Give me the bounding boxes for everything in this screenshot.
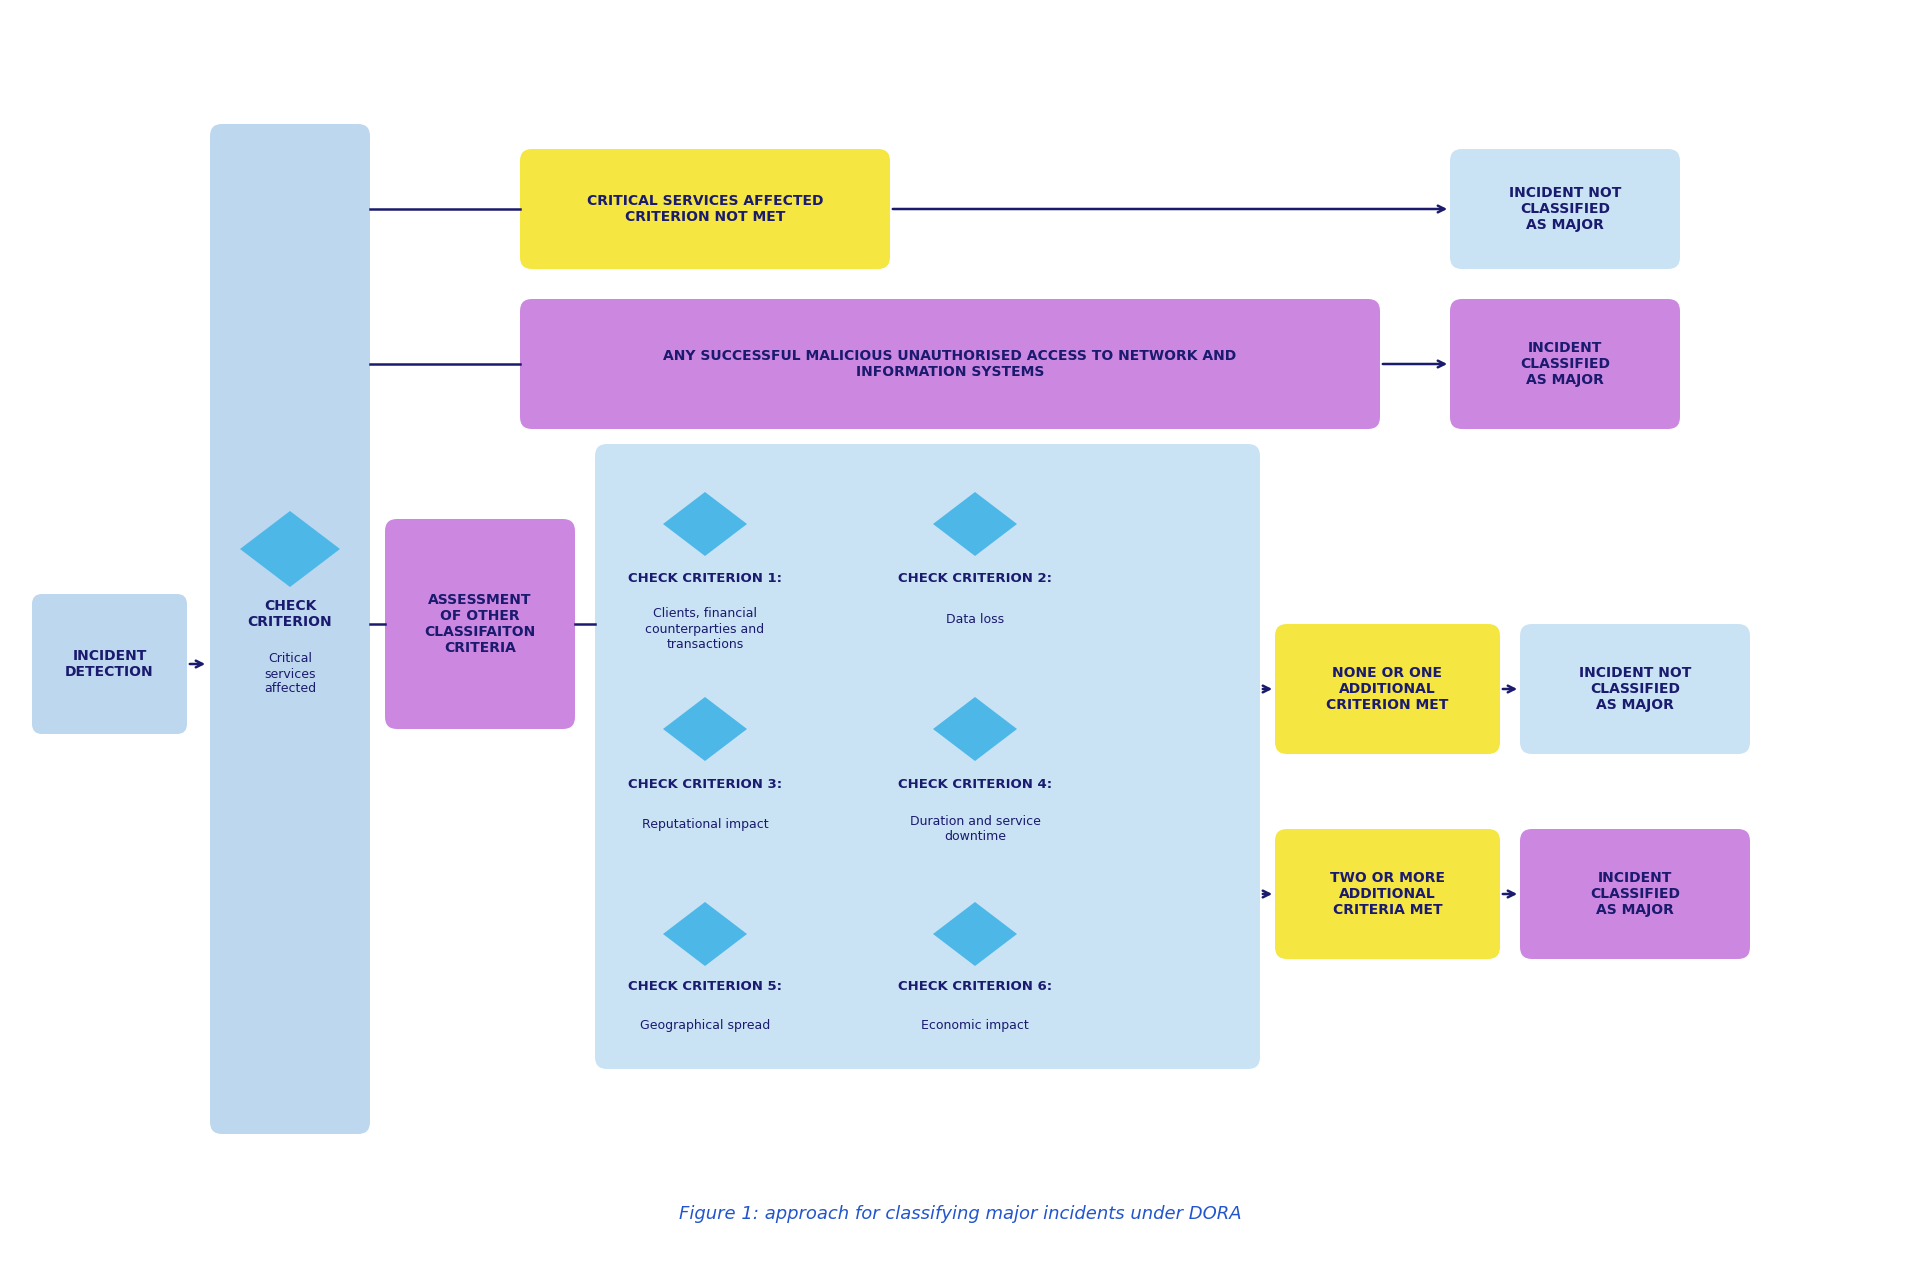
- Text: Figure 1: approach for classifying major incidents under DORA: Figure 1: approach for classifying major…: [678, 1205, 1242, 1224]
- FancyBboxPatch shape: [1521, 829, 1749, 959]
- Text: ASSESSMENT
OF OTHER
CLASSIFAITON
CRITERIA: ASSESSMENT OF OTHER CLASSIFAITON CRITERI…: [424, 593, 536, 655]
- Text: Reputational impact: Reputational impact: [641, 818, 768, 830]
- Polygon shape: [933, 902, 1018, 966]
- Text: TWO OR MORE
ADDITIONAL
CRITERIA MET: TWO OR MORE ADDITIONAL CRITERIA MET: [1331, 871, 1446, 918]
- Text: INCIDENT
DETECTION: INCIDENT DETECTION: [65, 648, 154, 679]
- Text: Economic impact: Economic impact: [922, 1020, 1029, 1033]
- Polygon shape: [662, 492, 747, 556]
- Polygon shape: [662, 902, 747, 966]
- Text: CHECK CRITERION 4:: CHECK CRITERION 4:: [899, 777, 1052, 790]
- Text: CRITICAL SERVICES AFFECTED
CRITERION NOT MET: CRITICAL SERVICES AFFECTED CRITERION NOT…: [588, 193, 824, 224]
- FancyBboxPatch shape: [1450, 149, 1680, 269]
- Polygon shape: [933, 492, 1018, 556]
- FancyBboxPatch shape: [209, 124, 371, 1134]
- Text: CHECK CRITERION 2:: CHECK CRITERION 2:: [899, 573, 1052, 585]
- FancyBboxPatch shape: [1521, 624, 1749, 755]
- Text: ANY SUCCESSFUL MALICIOUS UNAUTHORISED ACCESS TO NETWORK AND
INFORMATION SYSTEMS: ANY SUCCESSFUL MALICIOUS UNAUTHORISED AC…: [664, 349, 1236, 379]
- Text: CHECK CRITERION 3:: CHECK CRITERION 3:: [628, 777, 781, 790]
- Text: Critical
services
affected: Critical services affected: [263, 652, 317, 695]
- Text: INCIDENT
CLASSIFIED
AS MAJOR: INCIDENT CLASSIFIED AS MAJOR: [1590, 871, 1680, 918]
- Text: Geographical spread: Geographical spread: [639, 1020, 770, 1033]
- FancyBboxPatch shape: [1275, 624, 1500, 755]
- Text: INCIDENT NOT
CLASSIFIED
AS MAJOR: INCIDENT NOT CLASSIFIED AS MAJOR: [1578, 666, 1692, 712]
- FancyBboxPatch shape: [1275, 829, 1500, 959]
- FancyBboxPatch shape: [520, 149, 891, 269]
- FancyBboxPatch shape: [1450, 300, 1680, 428]
- Polygon shape: [662, 696, 747, 761]
- Text: NONE OR ONE
ADDITIONAL
CRITERION MET: NONE OR ONE ADDITIONAL CRITERION MET: [1327, 666, 1450, 712]
- Polygon shape: [933, 696, 1018, 761]
- Text: Clients, financial
counterparties and
transactions: Clients, financial counterparties and tr…: [645, 608, 764, 651]
- Text: CHECK CRITERION 6:: CHECK CRITERION 6:: [899, 980, 1052, 992]
- FancyBboxPatch shape: [386, 520, 574, 729]
- FancyBboxPatch shape: [33, 594, 186, 734]
- FancyBboxPatch shape: [520, 300, 1380, 428]
- Text: INCIDENT
CLASSIFIED
AS MAJOR: INCIDENT CLASSIFIED AS MAJOR: [1521, 341, 1611, 387]
- FancyBboxPatch shape: [595, 444, 1260, 1069]
- Text: INCIDENT NOT
CLASSIFIED
AS MAJOR: INCIDENT NOT CLASSIFIED AS MAJOR: [1509, 186, 1620, 233]
- Text: CHECK
CRITERION: CHECK CRITERION: [248, 599, 332, 629]
- Text: Duration and service
downtime: Duration and service downtime: [910, 815, 1041, 843]
- Text: CHECK CRITERION 1:: CHECK CRITERION 1:: [628, 573, 781, 585]
- Text: CHECK CRITERION 5:: CHECK CRITERION 5:: [628, 980, 781, 992]
- Polygon shape: [240, 511, 340, 586]
- Text: Data loss: Data loss: [947, 613, 1004, 626]
